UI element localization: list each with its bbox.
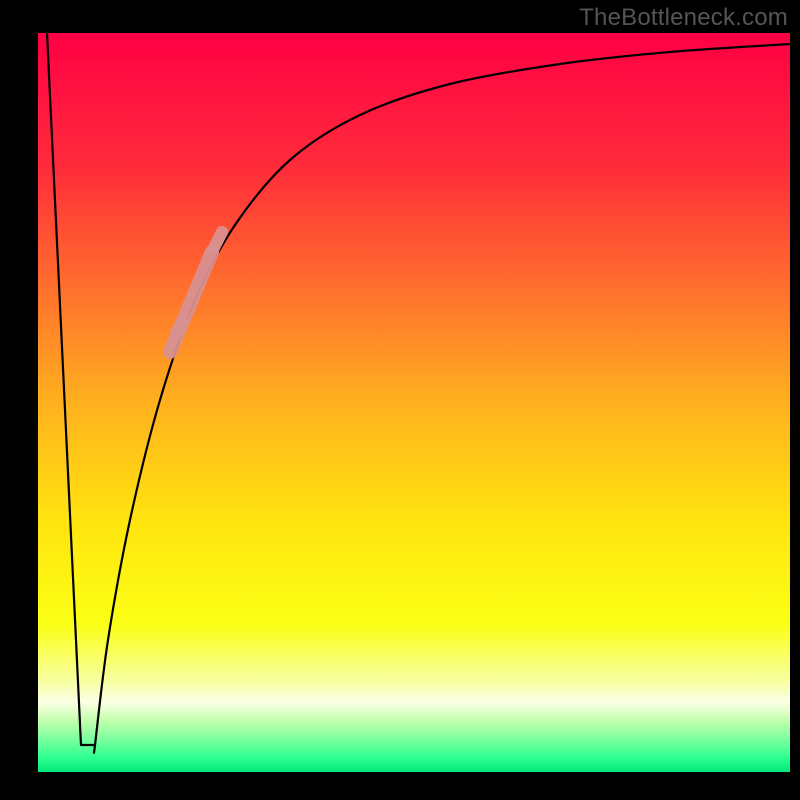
watermark-text: TheBottleneck.com (579, 4, 788, 32)
gradient-background (38, 33, 790, 772)
chart-svg (0, 0, 800, 800)
highlight-segment (176, 322, 182, 333)
highlight-segment (214, 232, 222, 248)
chart-canvas: TheBottleneck.com (0, 0, 800, 800)
